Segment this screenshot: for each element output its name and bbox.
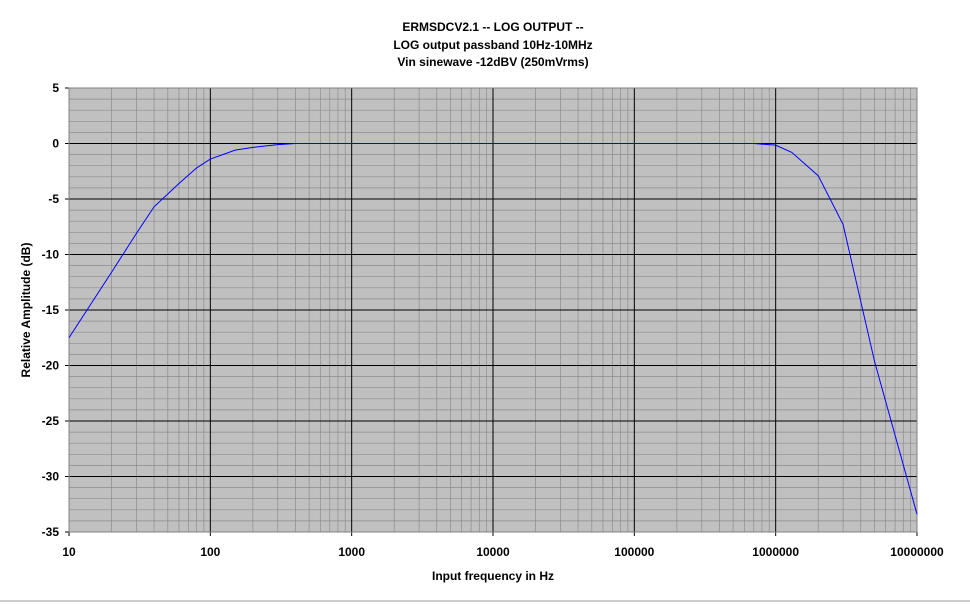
y-tick-label: -20 bbox=[42, 359, 60, 373]
y-axis-title: Relative Amplitude (dB) bbox=[19, 243, 33, 378]
y-tick-label: 5 bbox=[52, 81, 59, 95]
x-tick-label: 100 bbox=[200, 545, 220, 559]
chart-subtitle: Vin sinewave -12dBV (250mVrms) bbox=[397, 55, 588, 69]
x-tick-label: 10000 bbox=[476, 545, 510, 559]
x-tick-label: 100000 bbox=[614, 545, 654, 559]
y-tick-label: -35 bbox=[42, 525, 60, 539]
y-tick-label: 0 bbox=[52, 137, 59, 151]
x-axis-title: Input frequency in Hz bbox=[432, 569, 554, 583]
x-tick-label: 10000000 bbox=[890, 545, 944, 559]
y-tick-label: -25 bbox=[42, 414, 60, 428]
x-tick-label: 10 bbox=[62, 545, 76, 559]
y-tick-label: -10 bbox=[42, 248, 60, 262]
y-tick-label: -5 bbox=[48, 192, 59, 206]
y-tick-label: -15 bbox=[42, 303, 60, 317]
chart-subtitle: LOG output passband 10Hz-10MHz bbox=[393, 38, 592, 52]
x-tick-label: 1000 bbox=[338, 545, 365, 559]
y-tick-label: -30 bbox=[42, 470, 60, 484]
chart-title: ERMSDCV2.1 -- LOG OUTPUT -- bbox=[402, 20, 583, 34]
x-tick-label: 1000000 bbox=[752, 545, 799, 559]
data-line bbox=[68, 143, 918, 515]
plot-border bbox=[68, 87, 918, 533]
